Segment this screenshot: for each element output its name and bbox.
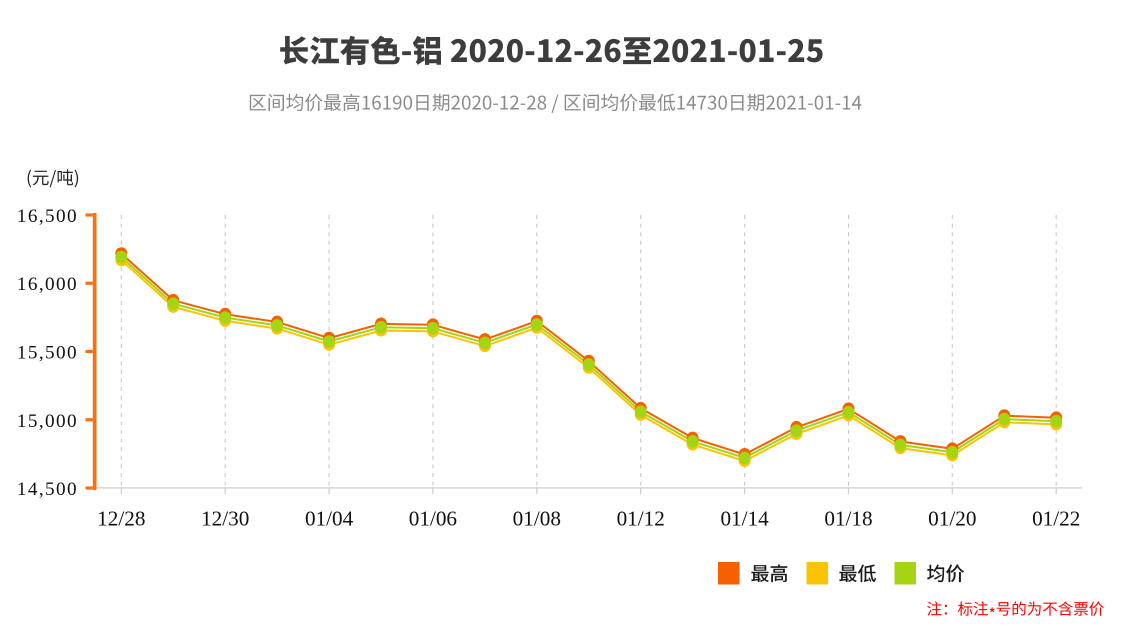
svg-text:01/14: 01/14 [720,507,769,531]
svg-text:01/12: 01/12 [617,507,665,531]
svg-text:01/18: 01/18 [824,507,872,531]
svg-text:15,000: 15,000 [17,411,78,432]
svg-text:15,500: 15,500 [17,343,78,364]
svg-text:12/30: 12/30 [201,507,249,531]
svg-text:16,000: 16,000 [17,274,78,295]
svg-text:01/06: 01/06 [409,507,457,531]
svg-text:01/20: 01/20 [928,507,976,531]
svg-text:12/28: 12/28 [97,507,145,531]
svg-text:01/22: 01/22 [1032,507,1080,531]
svg-text:01/08: 01/08 [513,507,561,531]
svg-text:01/04: 01/04 [305,507,354,531]
svg-text:16,500: 16,500 [17,206,78,227]
svg-text:14,500: 14,500 [17,479,78,500]
